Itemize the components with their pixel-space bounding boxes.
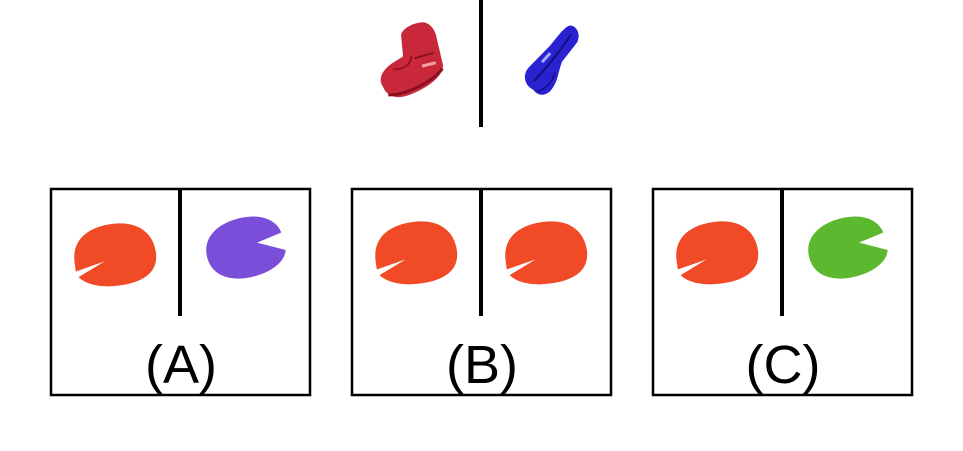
option-b-left-disc-icon bbox=[375, 221, 458, 285]
option-a-right-disc-icon bbox=[206, 216, 286, 279]
option-a-left-disc-icon bbox=[74, 223, 157, 287]
option-b[interactable] bbox=[350, 187, 613, 397]
prompt-right-sneaker-icon bbox=[524, 25, 579, 95]
option-c-left-disc-icon bbox=[676, 221, 759, 285]
option-b-right-disc-icon bbox=[505, 221, 588, 285]
prompt-left-sneaker-icon bbox=[380, 22, 444, 98]
option-a[interactable] bbox=[49, 187, 312, 397]
option-b-label: (B) bbox=[446, 335, 518, 395]
option-c-right-disc-icon bbox=[808, 216, 888, 279]
option-c-label: (C) bbox=[745, 335, 821, 395]
option-a-label: (A) bbox=[145, 335, 217, 395]
prompt-pair bbox=[380, 0, 579, 127]
option-c[interactable] bbox=[651, 187, 914, 397]
